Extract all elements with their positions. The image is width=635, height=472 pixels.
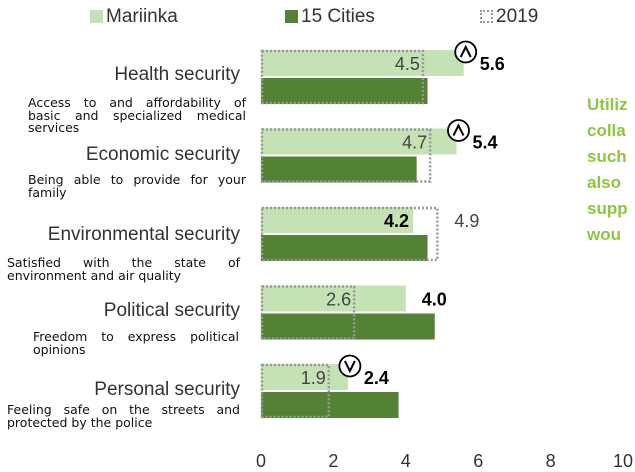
category-desc-personal: Feeling safe on the streets and protecte… xyxy=(7,402,240,430)
bar-15-cities xyxy=(261,78,428,104)
value-label-2019: 4.5 xyxy=(395,54,420,74)
category-environmental-security: Environmental security Satisfied with th… xyxy=(0,224,240,282)
bar-mariinka xyxy=(261,285,406,312)
legend-item-15-cities: 15 Cities xyxy=(285,6,375,28)
category-political-security: Political security Freedom to express po… xyxy=(0,300,240,356)
side-text-line: also xyxy=(587,173,622,192)
x-tick-label: 10 xyxy=(613,451,633,471)
legend-item-mariinka: Mariinka xyxy=(90,6,178,28)
value-label-2019: 1.9 xyxy=(301,368,326,388)
legend-label-15-cities: 15 Cities xyxy=(301,6,375,27)
bar-2019-outline xyxy=(260,363,331,419)
category-title-political: Political security xyxy=(103,300,240,321)
category-title-health: Health security xyxy=(114,64,240,85)
legend-swatch-mariinka xyxy=(90,10,103,23)
bar-15-cities xyxy=(261,156,417,183)
legend-label-mariinka: Mariinka xyxy=(106,6,178,27)
category-health-security: Health security Access to and affordabil… xyxy=(0,64,246,135)
category-title-personal: Personal security xyxy=(94,379,240,400)
value-label-2019: 4.9 xyxy=(454,211,479,231)
legend-swatch-2019 xyxy=(480,10,493,23)
side-text: Utiliz colla such also supp wou xyxy=(587,92,628,248)
bar-2019-outline xyxy=(260,128,432,183)
side-text-line: supp xyxy=(587,199,628,218)
bar-15-cities xyxy=(261,313,435,340)
side-text-line: wou xyxy=(587,225,621,244)
bar-mariinka xyxy=(261,207,414,233)
value-label-mariinka: 2.4 xyxy=(364,368,389,388)
category-title-environmental: Environmental security xyxy=(47,224,240,245)
x-tick-label: 0 xyxy=(256,451,266,471)
change-up-icon xyxy=(447,119,470,142)
category-desc-political: Freedom to express political opinions xyxy=(33,329,239,357)
category-title-economic: Economic security xyxy=(85,144,240,165)
value-label-2019: 4.7 xyxy=(402,133,427,153)
change-up-icon xyxy=(454,40,478,64)
side-text-line: colla xyxy=(587,121,626,140)
bar-mariinka xyxy=(261,364,348,390)
x-tick-label: 2 xyxy=(328,451,338,471)
x-tick-label: 6 xyxy=(473,451,483,471)
side-text-line: such xyxy=(587,147,627,166)
bar-2019-outline xyxy=(260,206,439,262)
change-down-icon xyxy=(338,354,362,378)
chevron-up-icon xyxy=(452,123,465,136)
value-label-mariinka: 5.4 xyxy=(472,133,497,153)
value-label-mariinka: 4.2 xyxy=(384,211,409,231)
value-label-mariinka: 5.6 xyxy=(480,54,505,74)
bar-mariinka xyxy=(261,128,457,155)
legend-swatch-15-cities xyxy=(285,10,298,23)
bar-2019-outline xyxy=(260,49,425,105)
x-tick-label: 4 xyxy=(401,451,411,471)
side-text-line: Utiliz xyxy=(587,95,628,114)
category-desc-economic: Being able to provide for your family xyxy=(28,172,246,200)
chevron-up-icon xyxy=(459,44,472,58)
category-desc-health: Access to and affordability of basic and… xyxy=(28,95,246,135)
category-economic-security: Economic security Being able to provide … xyxy=(0,144,246,199)
category-desc-environmental: Satisfied with the state of environment … xyxy=(7,255,240,283)
chevron-down-icon xyxy=(343,360,356,374)
value-label-mariinka: 4.0 xyxy=(422,290,447,310)
x-tick-label: 8 xyxy=(546,451,556,471)
legend-item-2019: 2019 xyxy=(480,6,538,28)
value-label-2019: 2.6 xyxy=(326,290,351,310)
bar-mariinka xyxy=(261,50,464,76)
bar-15-cities xyxy=(261,235,428,261)
legend-label-2019: 2019 xyxy=(496,6,539,27)
category-personal-security: Personal security Feeling safe on the st… xyxy=(0,379,240,429)
bar-15-cities xyxy=(261,392,399,418)
